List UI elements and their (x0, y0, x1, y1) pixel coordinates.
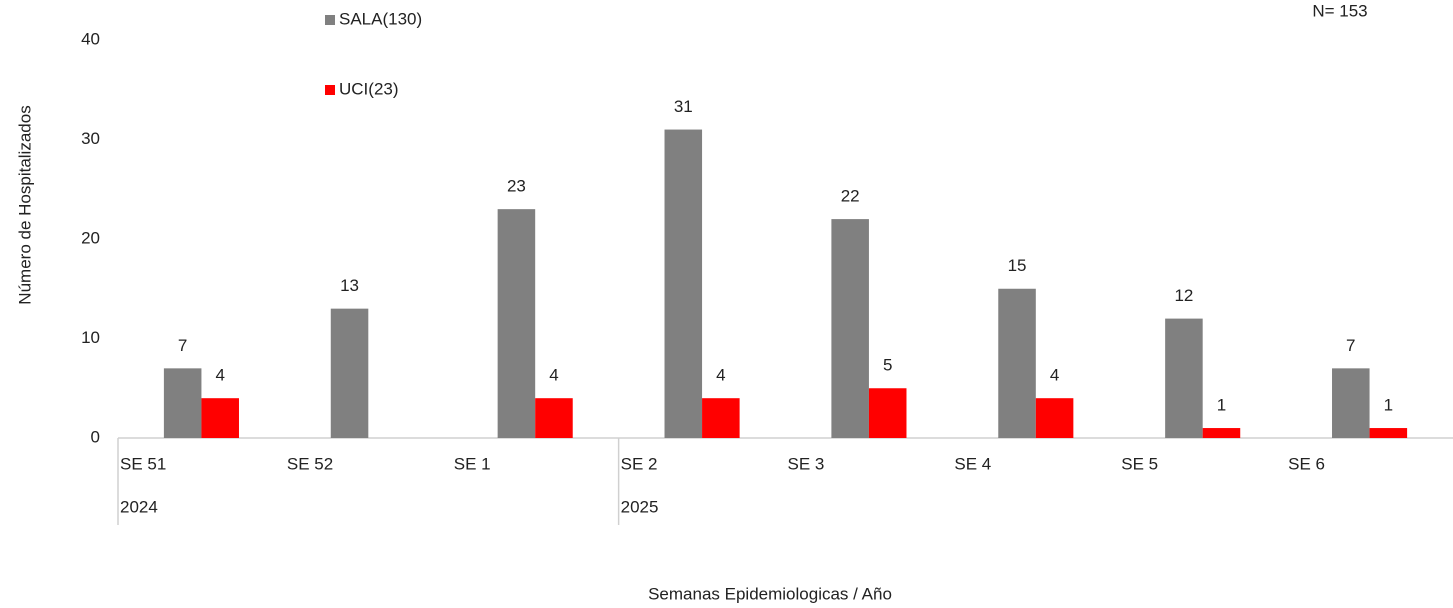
bar (664, 129, 703, 439)
bar (1035, 398, 1074, 438)
bar (831, 219, 869, 438)
x-axis-label: Semanas Epidemiologicas / Año (648, 584, 892, 603)
legend-swatch (325, 15, 335, 25)
data-label: 22 (841, 187, 860, 206)
bar (1369, 428, 1408, 438)
x-tick-label: SE 5 (1121, 454, 1158, 473)
legend-label: SALA(130) (339, 9, 422, 28)
data-label: 1 (1384, 396, 1393, 415)
annotation: N= 153 (1312, 1, 1367, 20)
bar (535, 398, 573, 438)
x-tick-label: SE 2 (621, 454, 658, 473)
data-label: 7 (1346, 336, 1355, 355)
y-axis-label: Número de Hospitalizados (15, 105, 34, 304)
bar (163, 368, 202, 438)
data-label: 12 (1174, 286, 1193, 305)
x-tick-label: SE 51 (120, 454, 166, 473)
x-tick-label: SE 4 (954, 454, 991, 473)
data-label: 4 (215, 366, 224, 385)
data-label: 31 (674, 97, 693, 116)
data-label: 23 (507, 177, 526, 196)
data-label: 4 (549, 366, 558, 385)
bar (1165, 318, 1203, 438)
data-label: 7 (178, 336, 187, 355)
y-tick-label: 10 (81, 328, 100, 347)
legend-swatch (325, 85, 335, 95)
data-label: 15 (1008, 256, 1027, 275)
x-tick-label: SE 3 (788, 454, 825, 473)
y-tick-label: 20 (81, 228, 100, 247)
bar (330, 308, 369, 438)
bar (702, 398, 740, 438)
data-label: 13 (340, 276, 359, 295)
legend-label: UCI(23) (339, 79, 399, 98)
y-tick-label: 40 (81, 29, 100, 48)
x-group-label: 2024 (120, 497, 158, 516)
bar (1332, 368, 1370, 438)
x-group-label: 2025 (621, 497, 659, 516)
bar (201, 398, 239, 438)
y-tick-label: 30 (81, 129, 100, 148)
data-label: 1 (1217, 396, 1226, 415)
x-tick-label: SE 1 (454, 454, 491, 473)
x-tick-label: SE 52 (287, 454, 333, 473)
x-tick-label: SE 6 (1288, 454, 1325, 473)
bar (497, 209, 536, 438)
bar (868, 388, 907, 438)
data-label: 5 (883, 356, 892, 375)
y-tick-label: 0 (91, 427, 100, 446)
data-label: 4 (1050, 366, 1059, 385)
data-label: 4 (716, 366, 725, 385)
bar (1202, 428, 1241, 438)
bar (998, 288, 1036, 438)
